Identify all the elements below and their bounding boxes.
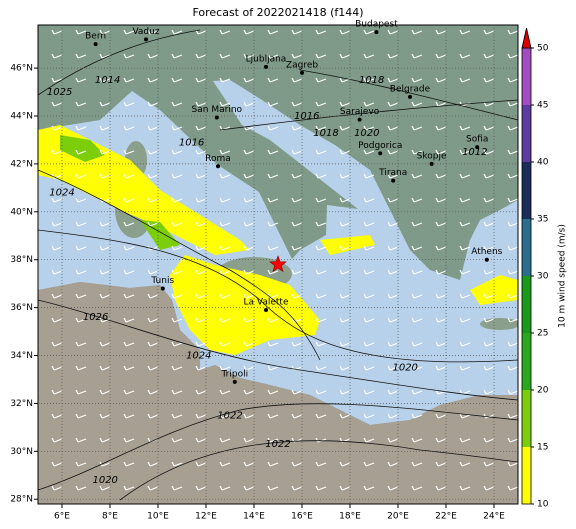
x-tick-label: 12°E: [195, 512, 217, 522]
colorbar-segment: [522, 105, 531, 162]
isobar-label: 1014: [95, 75, 120, 86]
city-label: Belgrade: [390, 84, 431, 94]
x-tick-label: 10°E: [147, 512, 169, 522]
isobars: [38, 29, 518, 501]
colorbar-tick-label: 40: [537, 158, 549, 168]
city-label: San Marino: [192, 105, 243, 115]
x-tick-label: 8°E: [102, 512, 118, 522]
location-star: [269, 255, 287, 273]
city-label: La Valette: [244, 298, 289, 308]
y-tick-label: 32°N: [10, 399, 33, 409]
city-label: Tirana: [378, 168, 407, 178]
isobar-label: 1024: [186, 351, 211, 362]
y-tick-label: 40°N: [10, 207, 33, 217]
isobar-label: 1018: [313, 128, 338, 139]
city-label: Sofia: [466, 135, 488, 145]
isobar-label: 1018: [359, 75, 384, 86]
colorbar-segment: [522, 219, 531, 276]
isobar-label: 1016: [294, 111, 319, 122]
x-tick-label: 6°E: [54, 512, 70, 522]
y-tick-label: 42°N: [10, 159, 33, 169]
y-tick-label: 28°N: [10, 495, 33, 505]
colorbar-tick-label: 30: [537, 272, 549, 282]
colorbar-segment: [522, 447, 531, 504]
x-tick-label: 24°E: [483, 512, 505, 522]
y-tick-label: 34°N: [10, 351, 33, 361]
city-dot: [391, 178, 396, 183]
isobar-label: 1020: [92, 475, 117, 486]
city-dot: [300, 70, 304, 75]
city-dot: [144, 37, 148, 42]
colorbar-tick-label: 50: [537, 44, 549, 54]
colorbar: 10 15 20 25 30 35 40 45 50 10 m wind speed (m/s): [521, 27, 568, 510]
x-tick-label: 14°E: [243, 512, 265, 522]
city-dot: [160, 286, 165, 291]
isobar-label: 1026: [83, 312, 108, 323]
isobar-label: 1020: [354, 128, 379, 139]
isobar-label: 1016: [179, 137, 204, 148]
colorbar-tick-label: 35: [537, 215, 548, 225]
x-tick-label: 20°E: [387, 512, 409, 522]
city-label: Podgorica: [358, 141, 402, 151]
city-label: Tunis: [150, 276, 174, 286]
city-dot: [216, 164, 220, 169]
colorbar-segment: [522, 276, 531, 333]
y-tick-label: 46°N: [10, 64, 33, 74]
city-label: Vaduz: [132, 27, 159, 37]
isobar-label: 1020: [392, 362, 417, 373]
y-tick-label: 44°N: [10, 112, 33, 122]
city-label: Sarajevo: [340, 107, 380, 117]
city-dot: [378, 151, 383, 156]
city-dot: [264, 308, 268, 313]
y-tick-label: 30°N: [10, 447, 33, 457]
x-tick-label: 16°E: [291, 512, 313, 522]
colorbar-tick-label: 15: [537, 443, 548, 453]
colorbar-tick-label: 10: [537, 500, 549, 510]
colorbar-tick-label: 20: [537, 386, 549, 396]
colorbar-tick-label: 25: [537, 329, 548, 339]
city-label: Roma: [205, 154, 231, 164]
colorbar-tick-label: 45: [537, 101, 548, 111]
city-dot: [357, 117, 362, 122]
colorbar-segment: [522, 162, 531, 219]
colorbar-extend: [521, 27, 532, 49]
y-tick-label: 38°N: [10, 255, 33, 265]
city-dot: [408, 94, 412, 99]
city-label: Budapest: [355, 20, 398, 30]
city-label: Bern: [85, 32, 106, 42]
x-tick-label: 18°E: [339, 512, 361, 522]
colorbar-label: 10 m wind speed (m/s): [558, 224, 568, 328]
colorbar-segment: [522, 48, 531, 105]
map-frame: [37, 24, 519, 505]
isobar-label: 1024: [49, 188, 74, 199]
city-label: Ljubljana: [246, 54, 287, 64]
city-dot: [429, 161, 434, 166]
city-dot: [214, 115, 219, 120]
isobar-label: 1022: [217, 410, 242, 421]
city-label: Athens: [471, 247, 502, 257]
isobar-label: 1025: [47, 87, 72, 98]
isobar-label: 1022: [265, 439, 290, 450]
city-label: Tripoli: [220, 369, 248, 379]
city-label: Skopje: [417, 151, 447, 161]
city-label: Zagreb: [286, 60, 318, 70]
city-dot: [374, 30, 379, 35]
city-dot: [484, 257, 489, 262]
colorbar-segment: [522, 333, 531, 390]
city-dot: [264, 64, 268, 69]
x-tick-label: 22°E: [435, 512, 457, 522]
city-dot: [232, 379, 237, 384]
y-tick-label: 36°N: [10, 303, 33, 313]
map-title: Forecast of 2022021418 (f144): [192, 6, 363, 19]
isobar-label: 1012: [462, 147, 487, 158]
colorbar-segment: [522, 390, 531, 447]
city-dot: [475, 145, 480, 150]
city-dot: [93, 42, 98, 47]
